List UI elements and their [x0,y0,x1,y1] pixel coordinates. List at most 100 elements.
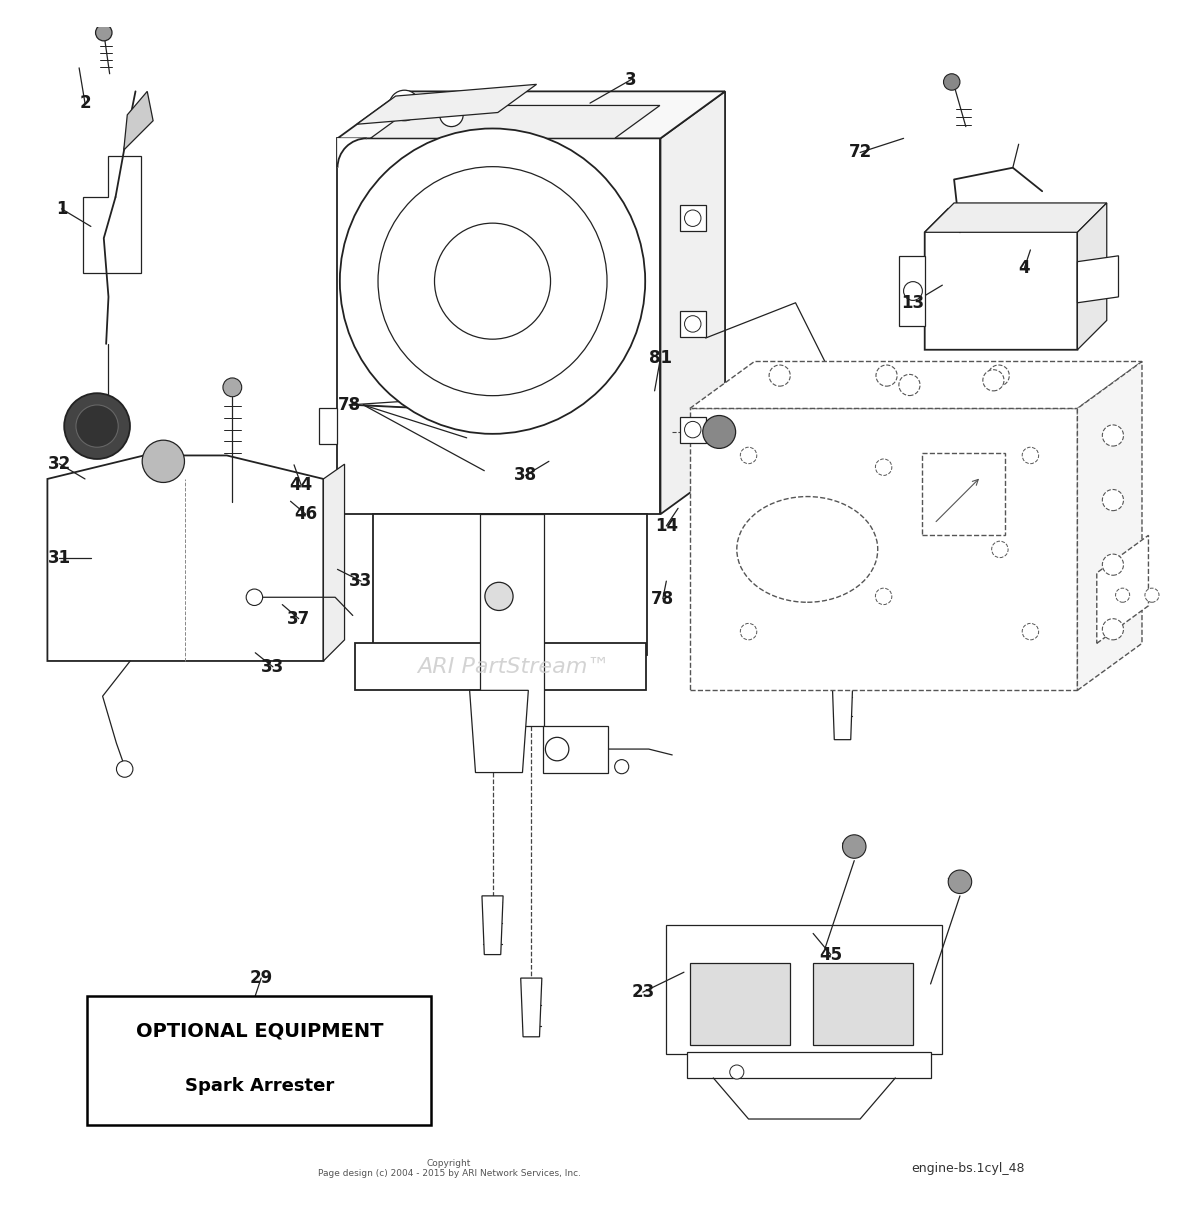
Text: 23: 23 [631,984,655,1001]
Polygon shape [543,726,608,772]
Circle shape [1102,554,1123,575]
Text: 46: 46 [294,505,317,523]
Ellipse shape [736,496,878,602]
Polygon shape [337,139,367,168]
Circle shape [740,447,756,464]
Circle shape [96,25,112,41]
Text: 44: 44 [289,475,313,494]
Polygon shape [83,156,142,274]
Circle shape [485,582,513,610]
Polygon shape [470,690,529,772]
Polygon shape [667,925,943,1055]
Circle shape [76,405,118,447]
Circle shape [440,103,464,126]
Circle shape [729,1065,743,1079]
Polygon shape [832,673,853,739]
Text: 78: 78 [337,395,361,414]
Polygon shape [1077,203,1107,350]
Text: 14: 14 [655,517,677,535]
Circle shape [703,415,735,448]
Circle shape [684,421,701,438]
Circle shape [684,210,701,226]
Text: 72: 72 [848,144,872,161]
Circle shape [983,370,1004,391]
Polygon shape [690,963,789,1045]
Circle shape [223,378,242,397]
Polygon shape [925,203,1107,232]
Polygon shape [356,85,537,124]
Circle shape [899,375,920,395]
Polygon shape [680,416,706,442]
Circle shape [991,542,1008,558]
Circle shape [615,760,629,774]
Text: engine-bs.1cyl_48: engine-bs.1cyl_48 [911,1162,1024,1175]
Circle shape [904,281,923,301]
Circle shape [1022,624,1038,640]
Circle shape [142,440,184,483]
Polygon shape [337,139,661,515]
Circle shape [740,624,756,640]
Circle shape [389,90,420,120]
Polygon shape [323,464,345,661]
Text: ARI PartStream™: ARI PartStream™ [418,657,610,677]
Polygon shape [661,91,725,515]
Circle shape [1022,447,1038,464]
Text: 2: 2 [79,95,91,112]
Polygon shape [373,515,648,655]
Polygon shape [680,311,706,336]
Polygon shape [337,91,725,139]
Circle shape [944,74,961,90]
Circle shape [340,129,645,433]
Polygon shape [124,91,153,150]
Polygon shape [479,515,544,726]
Circle shape [876,459,892,475]
Text: 13: 13 [902,293,925,312]
Text: 81: 81 [649,349,671,367]
Text: Spark Arrester: Spark Arrester [185,1077,334,1095]
Polygon shape [47,456,323,661]
Circle shape [949,869,971,894]
Circle shape [1115,588,1129,602]
Circle shape [545,737,569,761]
Polygon shape [520,977,542,1036]
Polygon shape [680,205,706,231]
Circle shape [769,365,791,386]
Circle shape [1102,425,1123,446]
Text: Copyright
Page design (c) 2004 - 2015 by ARI Network Services, Inc.: Copyright Page design (c) 2004 - 2015 by… [317,1159,581,1178]
Circle shape [1102,619,1123,640]
Polygon shape [923,453,1004,535]
Text: 37: 37 [287,609,310,628]
Circle shape [843,835,866,858]
Text: OPTIONAL EQUIPMENT: OPTIONAL EQUIPMENT [136,1020,384,1040]
Text: 45: 45 [819,946,843,964]
Circle shape [64,393,130,459]
Circle shape [1145,588,1159,602]
Polygon shape [1077,255,1119,303]
Text: 3: 3 [625,71,637,88]
Circle shape [876,588,892,604]
Polygon shape [690,409,1077,690]
Polygon shape [319,409,337,443]
Circle shape [988,365,1009,386]
Circle shape [434,223,551,339]
Text: 29: 29 [249,969,273,987]
Circle shape [876,365,897,386]
Bar [87,996,432,1125]
Polygon shape [688,1052,931,1078]
Text: 78: 78 [651,589,675,608]
Circle shape [378,167,607,395]
Polygon shape [1077,361,1142,690]
Polygon shape [1096,535,1148,643]
Circle shape [684,316,701,332]
Text: 1: 1 [55,200,67,217]
Text: 31: 31 [47,549,71,566]
Polygon shape [355,643,645,690]
Polygon shape [690,361,1142,409]
Circle shape [247,589,263,605]
Text: 4: 4 [1018,259,1030,276]
Polygon shape [813,963,913,1045]
Polygon shape [481,896,503,954]
Text: 33: 33 [349,572,373,591]
Text: 38: 38 [513,467,537,484]
Polygon shape [925,209,1077,350]
